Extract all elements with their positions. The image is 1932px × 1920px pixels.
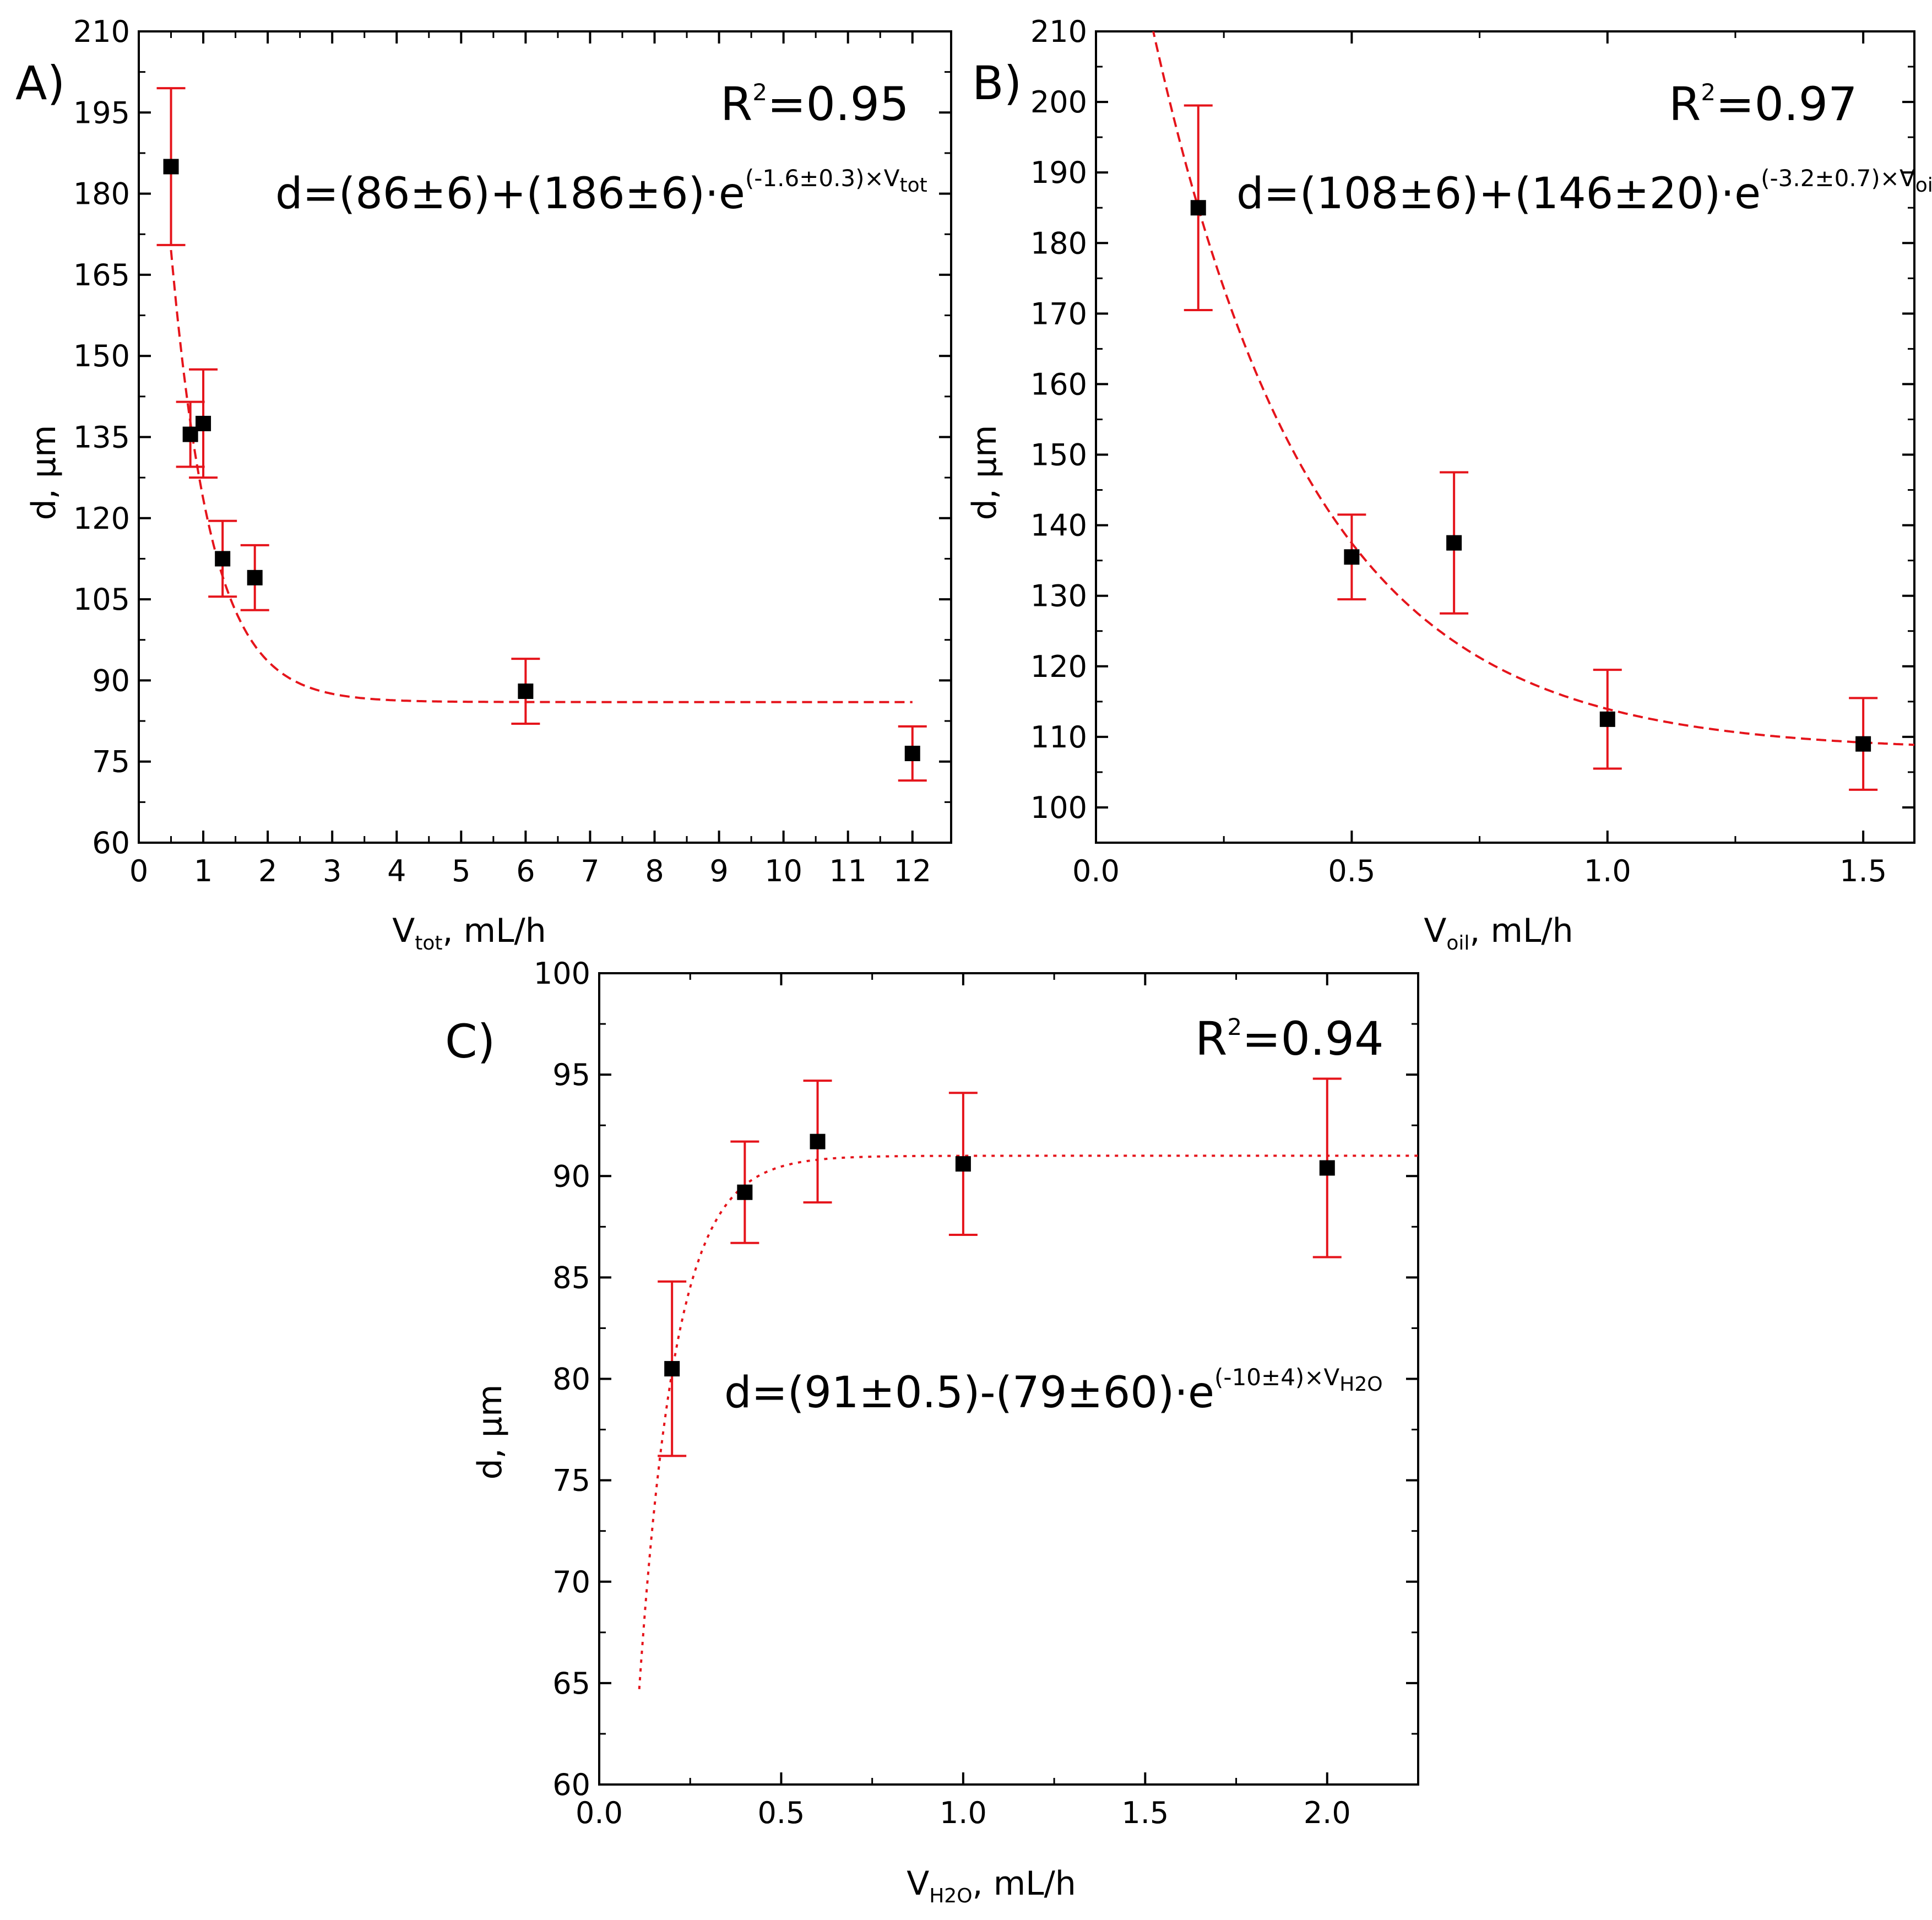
panel-b-data-point [1599,711,1615,727]
panel-a-y-tick-label: 180 [73,177,130,211]
panel-a-data-point [163,159,179,175]
panel-c-y-tick-label: 60 [552,1767,590,1802]
panel-b-y-tick-label: 150 [1030,438,1087,473]
panel-b-y-tick-label: 180 [1030,226,1087,261]
panel-b-data-point [1446,535,1462,551]
panel-a-y-tick-label: 120 [73,501,130,536]
panel-c-x-tick-label: 1.0 [940,1796,987,1830]
panel-a-x-tick-label: 6 [516,854,535,888]
panel-b-r-squared: R2=0.97 [1669,77,1858,131]
panel-b-y-tick-label: 120 [1030,649,1087,684]
panel-b-fit-equation: d=(108±6)+(146±20)·e(-3.2±0.7)×Voil [1236,165,1932,219]
panel-a-data-point [518,684,534,699]
panel-b-y-tick-label: 160 [1030,367,1087,402]
panel-c-y-tick-label: 85 [552,1260,590,1295]
panel-a-x-tick-label: 2 [258,854,277,888]
panel-a-data-point [904,745,920,761]
panel-c-x-axis-label: VH2O, mL/h [907,1864,1076,1907]
panel-b-x-tick-label: 0.0 [1072,854,1120,888]
panel-b-data-point [1190,200,1206,216]
panel-a-label: A) [15,56,65,110]
panel-c-fit-equation: d=(91±0.5)-(79±60)·e(-10±4)×VH2O [724,1364,1383,1418]
panel-a-y-tick-label: 135 [73,420,130,455]
panel-c-x-tick-label: 0.0 [576,1796,623,1830]
panel-c-fit-curve [638,1154,1418,1689]
panel-a-data-point [215,551,231,567]
panel-a-axes: 0 1 2 3 4 5 6 7 8 9 10 11 12607590105120135150165180… [73,14,952,888]
panel-b-plot-frame [1095,30,1915,844]
panel-c: C) 0.0 0.5 1.0 1.5 2.0 60 65 70 75 80 85 90 95 100 VH… [445,956,1419,1907]
panel-b-x-tick-label: 0.5 [1328,854,1375,888]
panel-a-data-point [182,426,198,442]
panel-b-y-axis-label: d, µm [965,425,1004,520]
panel-a-y-tick-label: 75 [92,745,130,779]
panel-a-x-tick-label: 12 [893,854,931,888]
panel-c-axes: 0.0 0.5 1.0 1.5 2.0 60 65 70 75 80 85 90 95 100 [534,956,1419,1830]
panel-a-fit-curve [170,250,913,703]
panel-a-x-tick-label: 10 [764,854,802,888]
panel-a-y-tick-label: 195 [73,95,130,130]
panel-a-x-tick-label: 8 [645,854,664,888]
panel-a-y-tick-label: 165 [73,258,130,292]
panel-b-data-point [1855,736,1871,752]
panel-a-r-squared: R2=0.95 [720,77,909,131]
panel-b-fit-curve [1152,31,1914,746]
panel-c-y-tick-label: 65 [552,1666,590,1701]
panel-a-x-axis-label: Vtot, mL/h [392,912,546,954]
panel-c-y-tick-label: 95 [552,1057,590,1092]
panel-a-x-tick-label: 7 [580,854,599,888]
panel-c-x-tick-label: 2.0 [1304,1796,1351,1830]
panel-a-data-point [196,415,211,431]
panel-a-y-tick-label: 210 [73,14,130,49]
panel-c-x-tick-label: 1.5 [1121,1796,1169,1830]
panel-c-y-tick-label: 75 [552,1463,590,1498]
panel-a-x-tick-label: 1 [194,854,213,888]
panel-b-y-tick-label: 210 [1030,14,1087,49]
panel-c-x-tick-label: 0.5 [757,1796,805,1830]
panel-a-plot-frame [138,30,952,844]
panel-b-y-tick-label: 130 [1030,579,1087,614]
panel-a-x-tick-label: 5 [452,854,470,888]
panel-a-x-tick-label: 9 [709,854,728,888]
panel-b-y-tick-label: 100 [1030,790,1087,825]
panel-a-y-tick-label: 105 [73,582,130,617]
panel-a-x-tick-label: 0 [129,854,148,888]
panel-c-r-squared: R2=0.94 [1195,1012,1384,1066]
panel-a-fit-equation: d=(86±6)+(186±6)·e(-1.6±0.3)×Vtot [275,165,927,219]
panel-b-x-tick-label: 1.5 [1839,854,1887,888]
panel-a-data-point [247,570,263,585]
panel-b-x-axis-label: Voil, mL/h [1424,912,1573,954]
panel-b-axes: 0.0 0.5 1.0 1.5 100 110 120 130 140 150 160 170 180 1… [1030,14,1915,888]
panel-c-data-point [737,1184,753,1200]
panel-a-x-tick-label: 4 [387,854,406,888]
panel-a-y-tick-label: 60 [92,826,130,860]
panel-b-y-tick-label: 140 [1030,508,1087,543]
panel-c-data-point [1319,1160,1335,1176]
panel-c-label: C) [445,1015,495,1069]
panel-a-x-tick-label: 3 [323,854,341,888]
panel-a-y-axis-label: d, µm [25,425,63,520]
panel-b-x-tick-label: 1.0 [1584,854,1631,888]
panel-b-label: B) [972,56,1022,110]
panel-c-data-point [810,1133,826,1149]
panel-c-data-point [664,1361,680,1377]
panel-c-y-tick-label: 80 [552,1362,590,1397]
panel-a-y-tick-label: 150 [73,339,130,373]
panel-b-y-tick-label: 190 [1030,155,1087,190]
panel-b-y-tick-label: 110 [1030,720,1087,755]
panel-a-y-tick-label: 90 [92,663,130,698]
panel-c-y-tick-label: 100 [534,956,590,991]
panel-a: A) 0 1 2 3 4 5 6 7 8 9 10 11 12607590105120135150165… [15,14,952,954]
panel-c-data-point [955,1156,971,1172]
panel-a-x-tick-label: 11 [829,854,867,888]
panel-c-y-tick-label: 90 [552,1159,590,1194]
panel-c-y-tick-label: 70 [552,1565,590,1599]
panel-c-y-axis-label: d, µm [471,1385,509,1480]
panel-b: B) 0.0 0.5 1.0 1.5 100 110 120 130 140 150 160 170 1… [965,14,1932,954]
panel-b-data-point [1344,549,1360,565]
panel-b-y-tick-label: 170 [1030,296,1087,331]
panel-b-y-tick-label: 200 [1030,85,1087,120]
